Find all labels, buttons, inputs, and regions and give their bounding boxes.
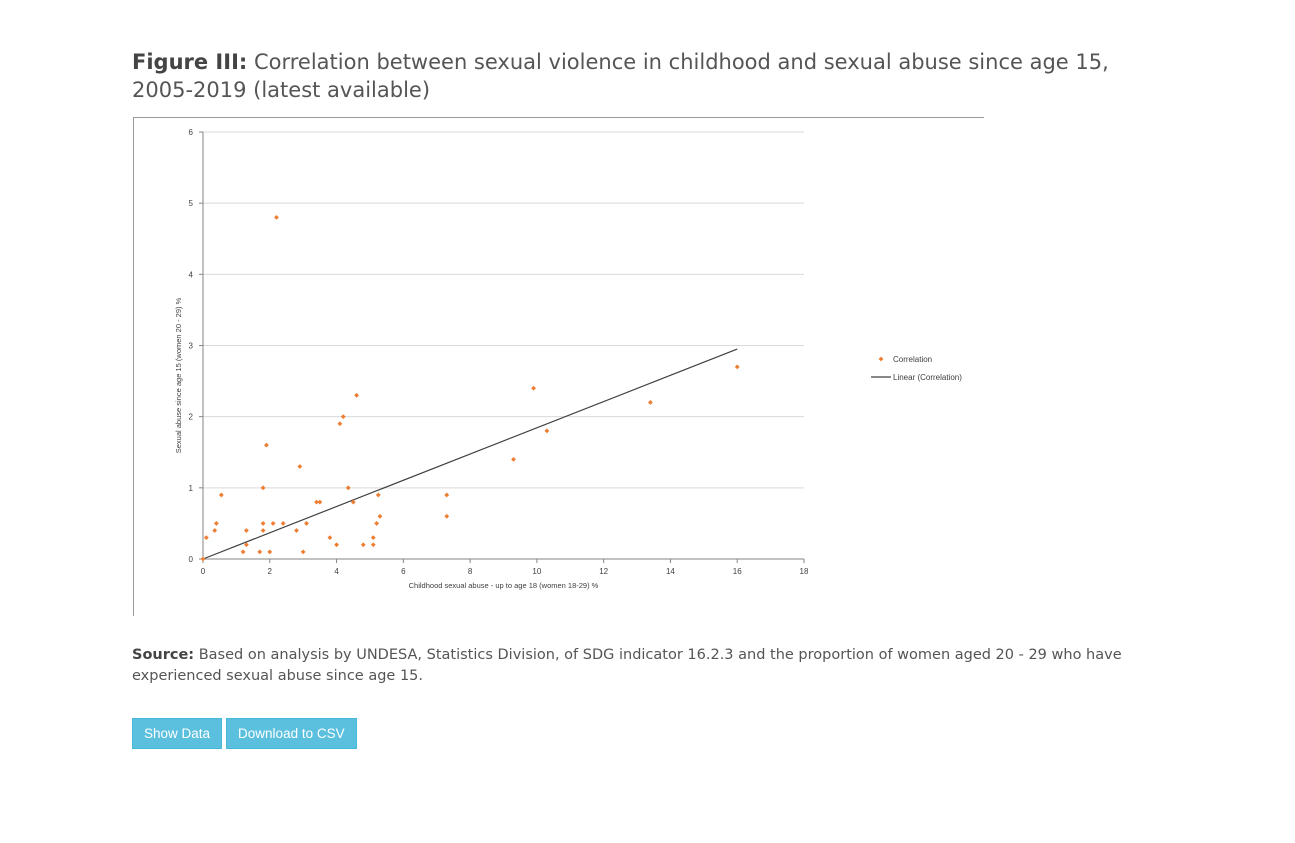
y-tick-label: 6 [189, 128, 194, 137]
data-point [317, 499, 323, 505]
x-tick-label: 18 [800, 567, 809, 576]
data-point [274, 215, 279, 220]
show-data-button[interactable]: Show Data [132, 718, 223, 749]
data-point [212, 528, 218, 533]
data-point [370, 542, 376, 548]
data-point [200, 556, 206, 562]
data-point [340, 414, 346, 420]
data-point [260, 521, 266, 526]
data-point [264, 442, 269, 448]
y-tick-label: 3 [189, 342, 194, 351]
data-point [544, 428, 550, 434]
x-tick-label: 8 [468, 567, 473, 576]
chart-frame: 0 1 2 3 4 5 6 0 2 4 6 8 10 12 14 16 18 Childhood sexual a… [133, 117, 984, 616]
data-point [213, 521, 219, 526]
y-tick-label: 2 [189, 413, 194, 422]
legend-label-linear: Linear (Correlation) [893, 373, 962, 382]
x-tick-label: 2 [268, 567, 273, 576]
figure-title-text: Correlation between sexual violence in c… [132, 50, 1109, 102]
x-tick-label: 0 [201, 567, 206, 576]
y-axis-title: Sexual abuse since age 15 (women 20 - 29… [174, 297, 183, 453]
data-point [260, 528, 266, 533]
source-label: Source: [132, 647, 195, 663]
data-point [327, 535, 333, 541]
figure-title: Figure III: Correlation between sexual v… [132, 48, 1172, 104]
data-point [260, 485, 266, 491]
x-tick-label: 4 [334, 567, 339, 576]
x-tick-label: 6 [401, 567, 406, 576]
data-point [203, 535, 209, 541]
data-point [531, 385, 536, 391]
source-note: Source: Based on analysis by UNDESA, Sta… [132, 645, 1172, 687]
data-point [257, 549, 263, 555]
y-tick-label: 5 [189, 199, 194, 208]
x-tick-label: 10 [532, 567, 541, 576]
x-tick-label: 16 [733, 567, 742, 576]
data-point [337, 421, 343, 427]
y-tick-label: 4 [189, 270, 194, 279]
data-point [444, 513, 450, 519]
data-point [734, 364, 740, 370]
legend-label-correlation: Correlation [893, 355, 932, 364]
y-tick-label: 0 [189, 555, 194, 564]
data-point [648, 400, 653, 405]
data-point [300, 549, 306, 555]
data-point [218, 492, 224, 498]
data-point [267, 549, 273, 555]
data-point [354, 392, 359, 398]
data-point [444, 492, 450, 498]
x-axis-title: Childhood sexual abuse - up to age 18 (w… [409, 581, 599, 590]
data-point [240, 549, 246, 555]
data-point [345, 485, 351, 491]
button-row: Show Data Download to CSV [132, 718, 357, 749]
data-point [511, 456, 516, 462]
data-point [280, 521, 286, 526]
data-point [294, 528, 299, 533]
download-csv-button[interactable]: Download to CSV [226, 718, 357, 749]
figure-label: Figure III: [132, 50, 248, 74]
data-point [314, 499, 319, 505]
x-tick-label: 14 [666, 567, 675, 576]
data-point [270, 521, 276, 526]
y-tick-label: 1 [189, 484, 194, 493]
data-point [370, 535, 376, 541]
legend-marker-correlation [878, 356, 884, 362]
source-text: Based on analysis by UNDESA, Statistics … [132, 647, 1122, 684]
x-tick-label: 12 [599, 567, 608, 576]
data-point [244, 528, 249, 533]
data-point [334, 542, 339, 548]
data-point [377, 513, 383, 519]
data-point [375, 492, 381, 498]
data-point [304, 521, 309, 526]
trendline [202, 348, 738, 560]
data-point [297, 464, 303, 469]
data-point [360, 542, 366, 548]
data-point [374, 521, 380, 526]
